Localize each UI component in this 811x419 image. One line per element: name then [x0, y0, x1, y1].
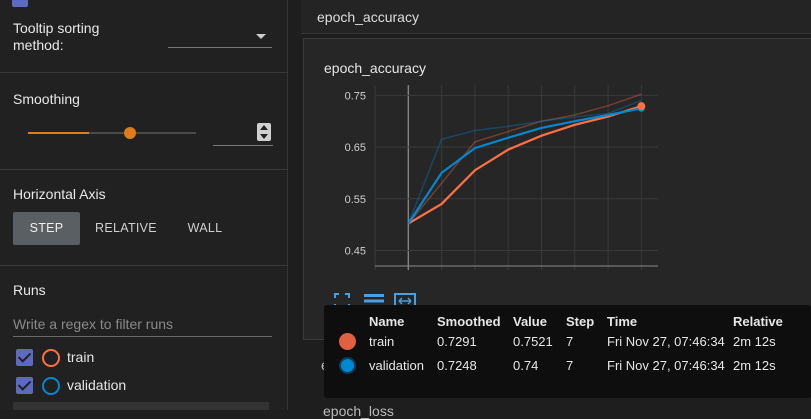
tooltip-relative: 2m 12s	[733, 333, 776, 349]
color-ring-icon[interactable]	[42, 377, 60, 395]
tooltip-step: 7	[566, 357, 574, 373]
y-tick-label: 0.45	[345, 245, 366, 257]
run-checkbox[interactable]	[16, 377, 33, 394]
series-line-train	[407, 105, 642, 225]
divider	[0, 169, 287, 170]
tooltip-table: Name Smoothed Value Step Time Relative t…	[324, 305, 793, 377]
tooltip-sorting-label: Tooltip sorting method:	[13, 20, 100, 53]
tooltip-header-value: Value	[513, 314, 547, 329]
horizontal-axis-label: Horizontal Axis	[13, 186, 106, 202]
tooltip-time: Fri Nov 27, 07:46:34	[607, 357, 725, 373]
tooltip-header-dot	[324, 305, 369, 329]
run-name: train	[67, 349, 95, 365]
smoothing-slider-track[interactable]	[28, 132, 196, 134]
runs-filter-input[interactable]: Write a regex to filter runs	[13, 314, 272, 337]
divider	[0, 72, 287, 73]
tooltip-color-cell	[324, 329, 369, 353]
hover-point-train	[637, 102, 646, 111]
series-raw-validation	[407, 99, 642, 224]
settings-sidebar: Tooltip sorting method: Smoothing Horizo…	[0, 0, 288, 410]
card-group-header[interactable]: epoch_accuracy	[301, 0, 811, 34]
ignore-outliers-checkbox[interactable]	[12, 0, 28, 7]
tooltip-row-train: train 0.7291 0.7521 7 Fri Nov 27, 07:46:…	[324, 329, 793, 353]
smoothing-value-input[interactable]	[213, 122, 273, 146]
run-name: validation	[67, 377, 127, 393]
tooltip-row-validation: validation 0.7248 0.74 7 Fri Nov 27, 07:…	[324, 353, 793, 377]
divider	[0, 265, 287, 266]
runs-label: Runs	[13, 282, 46, 298]
card-title: epoch_accuracy	[324, 60, 426, 76]
run-checkbox[interactable]	[16, 349, 33, 366]
run-color-dot-icon	[339, 332, 356, 350]
axis-relative-button[interactable]: RELATIVE	[95, 221, 157, 235]
run-color-dot-icon	[339, 356, 356, 374]
tooltip-value: 0.7521	[513, 333, 553, 349]
tooltip-value: 0.74	[513, 357, 539, 373]
tooltip-color-cell	[324, 353, 369, 377]
series-raw-train	[407, 93, 642, 225]
smoothing-slider-thumb[interactable]	[123, 127, 136, 139]
y-tick-label: 0.75	[345, 90, 366, 102]
tooltip-header-relative: Relative	[733, 314, 783, 329]
tooltip-name: train	[369, 333, 395, 349]
select-underline	[168, 47, 272, 48]
axis-wall-button[interactable]: WALL	[187, 221, 223, 235]
smoothing-label: Smoothing	[13, 91, 80, 107]
scalar-card: epoch_accuracy 0.75 0.65 0.55 0.45	[303, 38, 811, 340]
chart-tooltip: Name Smoothed Value Step Time Relative t…	[324, 305, 811, 398]
tooltip-smoothed: 0.7291	[437, 333, 477, 349]
tooltip-smoothed: 0.7248	[437, 357, 477, 373]
y-tick-label: 0.55	[345, 194, 366, 206]
tooltip-time: Fri Nov 27, 07:46:34	[607, 333, 725, 349]
tooltip-step: 7	[566, 333, 574, 349]
tooltip-header-row: Name Smoothed Value Step Time Relative	[324, 305, 793, 329]
spinner-arrows-icon[interactable]	[257, 123, 271, 141]
y-tick-label: 0.65	[345, 142, 366, 154]
smoothing-slider-fill	[28, 132, 89, 134]
group-title: epoch_accuracy	[317, 9, 419, 25]
color-ring-icon[interactable]	[42, 349, 60, 367]
tooltip-header-time: Time	[607, 314, 638, 329]
chevron-down-icon[interactable]	[256, 34, 266, 39]
axis-step-button[interactable]: STEP	[13, 212, 80, 245]
run-item-hover	[13, 402, 269, 410]
series-line-validation	[407, 107, 642, 225]
line-chart[interactable]: 0.75 0.65 0.55 0.45	[304, 39, 811, 339]
tooltip-header-step: Step	[566, 314, 595, 329]
tooltip-name: validation	[369, 357, 424, 373]
fit-to-data-icon[interactable]	[334, 293, 350, 309]
loss-card-title: epoch_loss	[323, 403, 394, 419]
tooltip-relative: 2m 12s	[733, 357, 776, 373]
tooltip-header-name: Name	[369, 314, 405, 329]
tooltip-header-smoothed: Smoothed	[437, 314, 501, 329]
